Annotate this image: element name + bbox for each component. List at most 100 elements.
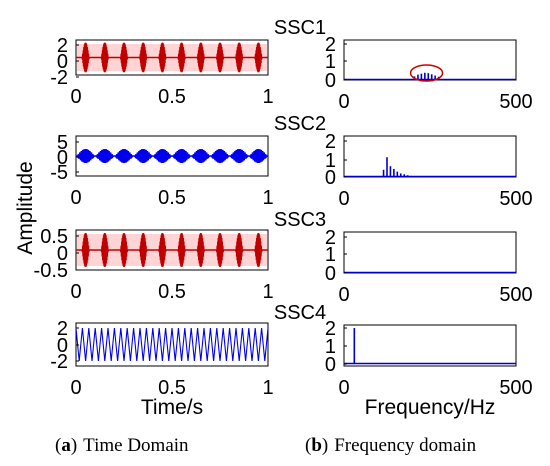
x-tick-label: 1 <box>262 377 273 399</box>
axes-frame <box>343 231 517 274</box>
signal-burst <box>215 232 225 267</box>
x-tick-label: 1 <box>262 86 273 108</box>
axes-frame <box>343 324 517 367</box>
y-tick-label: -0.5 <box>34 260 68 282</box>
y-tick-label: 2 <box>325 34 336 56</box>
subplot-a1: 20-20 0.5 1 <box>50 35 273 108</box>
y-tick-label: 0 <box>325 263 336 285</box>
caption-b: (b) Frequency domain <box>305 435 477 456</box>
y-tick-label: -2 <box>50 67 68 89</box>
caption-b-letter: b <box>311 435 322 456</box>
signal-burst <box>134 148 153 163</box>
axes-frame <box>343 135 517 178</box>
x-tick-label: 0.5 <box>158 377 186 399</box>
caption-a-text: Time Domain <box>83 435 189 456</box>
signal-burst <box>114 148 134 163</box>
signal-burst <box>254 42 263 73</box>
x-tick-label: 0 <box>70 187 81 209</box>
y-tick-label: 0 <box>325 354 336 376</box>
y-tick-label: 0 <box>57 243 68 265</box>
signal-burst <box>177 42 186 73</box>
caption-a: (a) Time Domain <box>55 435 189 456</box>
y-tick-label: 2 <box>57 318 68 340</box>
subplot-a4: 20-20 0.5 1 <box>50 318 273 399</box>
x-tick-label: 0 <box>70 281 81 303</box>
signal-sine <box>75 327 269 362</box>
caption-a-open: ( <box>55 435 61 456</box>
y-axis-label: Amplitude <box>14 161 37 254</box>
y-tick-label: 2 <box>325 318 336 340</box>
signal-burst <box>81 42 90 73</box>
subplot-a2: 50-50 0.5 1 <box>50 132 273 209</box>
subplot-title: SSC4 <box>274 302 326 324</box>
y-tick-label: 2 <box>325 131 336 153</box>
y-tick-label: 0 <box>57 147 68 169</box>
x-tick-label: 0.5 <box>158 86 186 108</box>
y-tick-label: 1 <box>325 244 336 266</box>
signal-burst <box>158 232 167 267</box>
y-tick-label: 0 <box>57 51 68 73</box>
signal-burst <box>249 148 268 163</box>
y-tick-label: 2 <box>57 35 68 57</box>
signal-burst <box>172 148 191 163</box>
caption-b-text: Frequency domain <box>334 435 476 456</box>
caption-b-close: ) <box>322 435 328 456</box>
signal-burst <box>76 148 95 163</box>
y-tick-label: 0 <box>57 335 68 357</box>
y-tick-label: 0 <box>325 167 336 189</box>
subplot-a3: 0.50-0.50 0.5 1 <box>34 226 274 303</box>
x-tick-label: 500 <box>499 91 532 113</box>
y-tick-label: -5 <box>50 162 68 184</box>
y-tick-label: 1 <box>325 51 336 73</box>
y-tick-label: -2 <box>50 351 68 373</box>
subplot-title: SSC2 <box>274 113 326 135</box>
y-tick-label: 0.5 <box>40 226 68 248</box>
x-tick-label: 0.5 <box>158 187 186 209</box>
signal-burst <box>210 148 230 163</box>
axes-frame <box>343 39 517 81</box>
x-axis-label-frequency: Frequency/Hz <box>365 396 496 419</box>
x-tick-label: 0.5 <box>158 281 186 303</box>
signal-burst <box>119 232 129 267</box>
signal-burst <box>119 42 129 73</box>
signal-burst <box>191 148 210 163</box>
caption-a-letter: a <box>61 435 71 456</box>
x-tick-label: 0 <box>338 377 349 399</box>
signal-burst <box>153 148 172 163</box>
x-tick-label: 500 <box>499 284 532 306</box>
signal-burst <box>235 232 244 267</box>
signal-burst <box>196 42 205 73</box>
signal-burst <box>235 42 244 73</box>
x-tick-label: 500 <box>499 377 532 399</box>
signal-burst <box>95 148 114 163</box>
subplot-title: SSC1 <box>274 17 326 39</box>
signal-burst <box>177 232 186 267</box>
x-tick-label: 500 <box>499 188 532 210</box>
signal-burst <box>139 42 148 73</box>
subplot-title: SSC3 <box>274 209 326 231</box>
x-tick-label: 0 <box>70 86 81 108</box>
caption-b-open: ( <box>305 435 311 456</box>
x-axis-label-time: Time/s <box>141 396 203 419</box>
y-tick-label: 5 <box>57 132 68 154</box>
signal-burst <box>230 148 249 163</box>
x-tick-label: 0 <box>338 284 349 306</box>
x-tick-label: 0 <box>338 91 349 113</box>
y-tick-label: 1 <box>325 150 336 172</box>
signal-burst <box>158 42 167 73</box>
signal-burst <box>100 232 109 267</box>
signal-burst <box>139 232 148 267</box>
y-tick-label: 2 <box>325 227 336 249</box>
x-tick-label: 1 <box>262 187 273 209</box>
y-tick-label: 1 <box>325 336 336 358</box>
signal-burst <box>254 232 263 267</box>
x-tick-label: 0 <box>70 377 81 399</box>
caption-a-close: ) <box>71 435 77 456</box>
